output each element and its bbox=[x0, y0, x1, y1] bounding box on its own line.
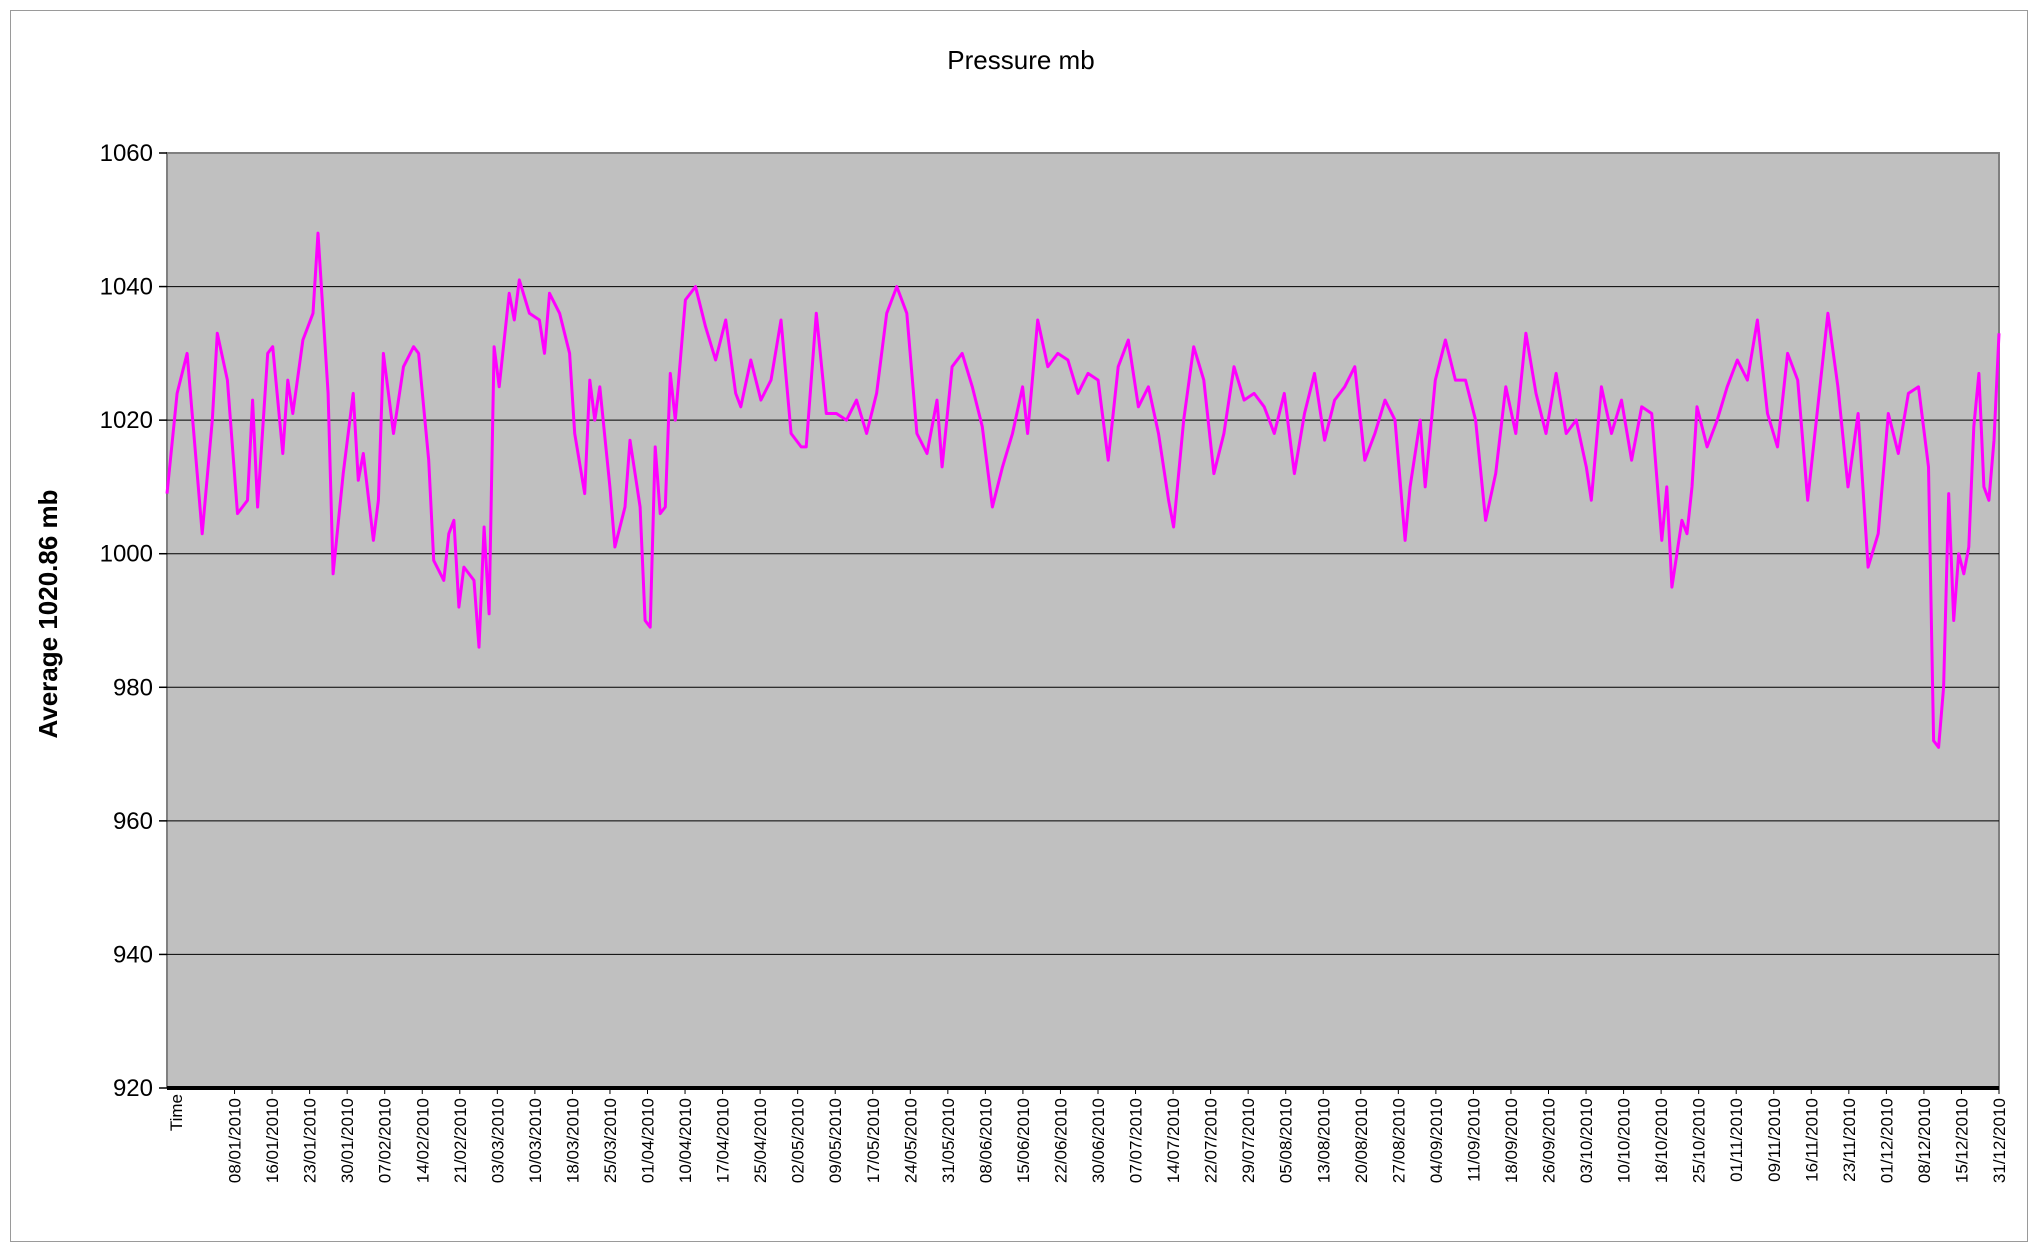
x-tick-label: 08/01/2010 bbox=[226, 1098, 245, 1183]
x-tick-label: 27/08/2010 bbox=[1389, 1098, 1408, 1183]
x-tick-label: 25/10/2010 bbox=[1690, 1098, 1709, 1183]
chart-title: Pressure mb bbox=[947, 45, 1094, 75]
x-tick-label: 10/04/2010 bbox=[676, 1098, 695, 1183]
x-tick-label: 16/01/2010 bbox=[263, 1098, 282, 1183]
x-tick-label: 05/08/2010 bbox=[1277, 1098, 1296, 1183]
x-tick-label: 25/03/2010 bbox=[601, 1098, 620, 1183]
x-tick-label: 14/02/2010 bbox=[413, 1098, 432, 1183]
x-tick-label: 11/09/2010 bbox=[1464, 1098, 1483, 1182]
x-tick-label: 24/05/2010 bbox=[901, 1098, 920, 1183]
x-tick-label: 30/06/2010 bbox=[1089, 1098, 1108, 1183]
x-tick-label: 15/12/2010 bbox=[1952, 1098, 1971, 1183]
x-tick-label: 01/12/2010 bbox=[1877, 1098, 1896, 1183]
x-tick-label: 10/10/2010 bbox=[1615, 1098, 1634, 1183]
y-axis-label: Average 1020.86 mb bbox=[33, 489, 63, 738]
x-tick-label: 03/10/2010 bbox=[1577, 1098, 1596, 1183]
plot-area bbox=[166, 152, 2000, 1088]
x-tick-label: 13/08/2010 bbox=[1314, 1098, 1333, 1183]
x-tick-label: 31/05/2010 bbox=[939, 1098, 958, 1183]
x-tick-label: 29/07/2010 bbox=[1239, 1098, 1258, 1183]
y-tick-label: 980 bbox=[113, 674, 153, 701]
x-tick-label: 04/09/2010 bbox=[1427, 1098, 1446, 1183]
x-tick-label: 22/07/2010 bbox=[1202, 1098, 1221, 1183]
y-tick-label: 920 bbox=[113, 1075, 153, 1102]
x-tick-label: 31/12/2010 bbox=[1990, 1098, 2009, 1183]
x-tick-label: 26/09/2010 bbox=[1540, 1098, 1559, 1183]
x-tick-label: 18/10/2010 bbox=[1652, 1098, 1671, 1183]
x-tick-label: 23/01/2010 bbox=[301, 1098, 320, 1183]
x-tick-label: 02/05/2010 bbox=[789, 1098, 808, 1183]
x-tick-label: 20/08/2010 bbox=[1352, 1098, 1371, 1183]
x-tick-label: 25/04/2010 bbox=[751, 1098, 770, 1183]
y-tick-label: 1060 bbox=[100, 140, 153, 167]
x-tick-label: 21/02/2010 bbox=[451, 1098, 470, 1183]
x-tick-label: 18/03/2010 bbox=[563, 1098, 582, 1183]
x-tick-label: 17/04/2010 bbox=[714, 1098, 733, 1183]
y-tick-label: 940 bbox=[113, 941, 153, 968]
x-tick-label: 09/05/2010 bbox=[826, 1098, 845, 1183]
x-tick-label: 09/11/2010 bbox=[1765, 1098, 1784, 1182]
x-tick-label: 07/02/2010 bbox=[376, 1098, 395, 1183]
x-tick-label: 22/06/2010 bbox=[1051, 1098, 1070, 1183]
pressure-chart: Pressure mb Average 1020.86 mb 920 940 960… bbox=[33, 45, 2009, 1183]
x-tick-label: 07/07/2010 bbox=[1127, 1098, 1146, 1183]
y-tick-label: 1040 bbox=[100, 274, 153, 301]
x-tick-label: 15/06/2010 bbox=[1014, 1098, 1033, 1183]
y-axis: 920 940 960 980 1000 1020 1040 1060 bbox=[100, 140, 167, 1102]
x-tick-label: 01/04/2010 bbox=[639, 1098, 658, 1183]
x-tick-label: 14/07/2010 bbox=[1164, 1098, 1183, 1183]
pressure-series-line bbox=[165, 231, 2001, 749]
x-tick-label: 16/11/2010 bbox=[1802, 1098, 1821, 1182]
x-tick-label: 03/03/2010 bbox=[488, 1098, 507, 1183]
y-tick-label: 1000 bbox=[100, 541, 153, 568]
x-axis-label: Time bbox=[167, 1094, 186, 1131]
chart-frame: Pressure mb Average 1020.86 mb 920 940 960… bbox=[10, 10, 2028, 1242]
x-tick-label: 18/09/2010 bbox=[1502, 1098, 1521, 1183]
x-axis: 08/01/2010 16/01/2010 23/01/2010 30/01/2010… bbox=[226, 1088, 2009, 1183]
grid-lines bbox=[167, 286, 1999, 955]
x-tick-label: 30/01/2010 bbox=[338, 1098, 357, 1183]
x-tick-label: 17/05/2010 bbox=[864, 1098, 883, 1183]
y-tick-label: 960 bbox=[113, 808, 153, 835]
x-tick-label: 08/12/2010 bbox=[1915, 1098, 1934, 1183]
x-tick-label: 10/03/2010 bbox=[526, 1098, 545, 1183]
y-tick-label: 1020 bbox=[100, 407, 153, 434]
x-tick-label: 01/11/2010 bbox=[1727, 1098, 1746, 1182]
x-tick-label: 08/06/2010 bbox=[976, 1098, 995, 1183]
x-tick-label: 23/11/2010 bbox=[1840, 1098, 1859, 1182]
